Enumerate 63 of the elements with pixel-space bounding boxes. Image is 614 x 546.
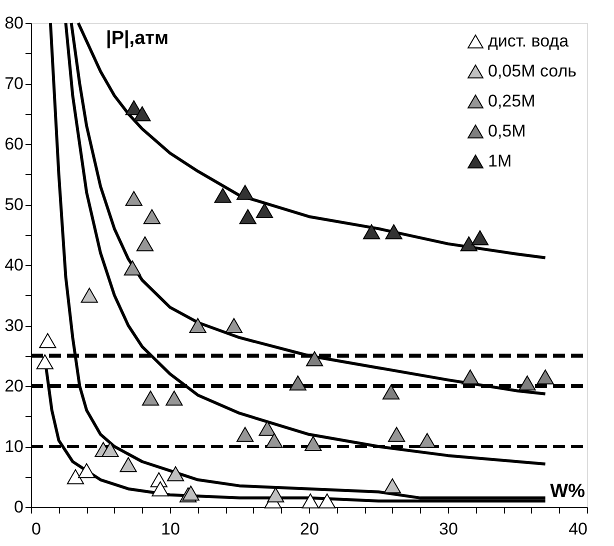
point (236, 426, 254, 442)
point (236, 184, 254, 200)
point (143, 209, 160, 224)
point (66, 469, 84, 484)
point (362, 224, 380, 240)
point (225, 318, 242, 333)
point (189, 318, 206, 333)
legend-label: 0,25M (488, 92, 536, 110)
point (78, 463, 96, 478)
point (166, 390, 183, 406)
y-tick-label: 60 (4, 134, 24, 154)
point (39, 333, 56, 348)
point (134, 106, 151, 122)
point (167, 466, 184, 482)
point (256, 203, 274, 218)
point (304, 436, 322, 451)
point (471, 230, 489, 246)
point (384, 478, 401, 494)
y-tick-label: 70 (4, 74, 24, 93)
point (266, 432, 283, 448)
point (214, 188, 232, 203)
point (80, 288, 98, 303)
point (36, 354, 54, 370)
point (382, 384, 400, 400)
y-tick-label: 0 (14, 498, 24, 516)
y-tick-label: 80 (4, 14, 24, 32)
y-tick-label: 20 (4, 376, 24, 396)
y-tick-label: 30 (4, 316, 24, 335)
point (536, 369, 554, 384)
y-tick-label: 50 (4, 195, 24, 214)
x-tick-label: 0 (32, 520, 41, 538)
point (136, 236, 154, 252)
x-tick-label: 40 (568, 520, 588, 538)
point (125, 190, 142, 206)
point (267, 487, 284, 502)
legend-label: дист. вода (488, 32, 570, 50)
point (302, 493, 319, 508)
point (518, 375, 536, 390)
point (152, 481, 169, 496)
point (318, 493, 336, 508)
point (102, 442, 119, 458)
x-tick-label: 10 (161, 520, 180, 538)
point (388, 426, 406, 442)
y-tick-label: 10 (4, 437, 24, 456)
point (462, 369, 479, 384)
point (460, 236, 478, 252)
point (418, 432, 436, 448)
legend-label: 0,5M (488, 122, 526, 140)
legend-label: 0,05M соль (488, 62, 577, 80)
point (289, 375, 306, 390)
x-axis-title: W% (550, 481, 586, 502)
x-tick-label: 20 (300, 520, 319, 538)
y-axis-title: |P|,атм (106, 28, 169, 49)
point (142, 390, 160, 406)
point (258, 420, 276, 436)
point (239, 209, 256, 224)
point (120, 457, 137, 472)
legend-label: 1M (488, 152, 512, 170)
point (124, 260, 142, 276)
point (306, 351, 324, 366)
x-tick-label: 30 (439, 520, 458, 538)
y-tick-label: 40 (4, 256, 24, 274)
point (385, 224, 402, 240)
